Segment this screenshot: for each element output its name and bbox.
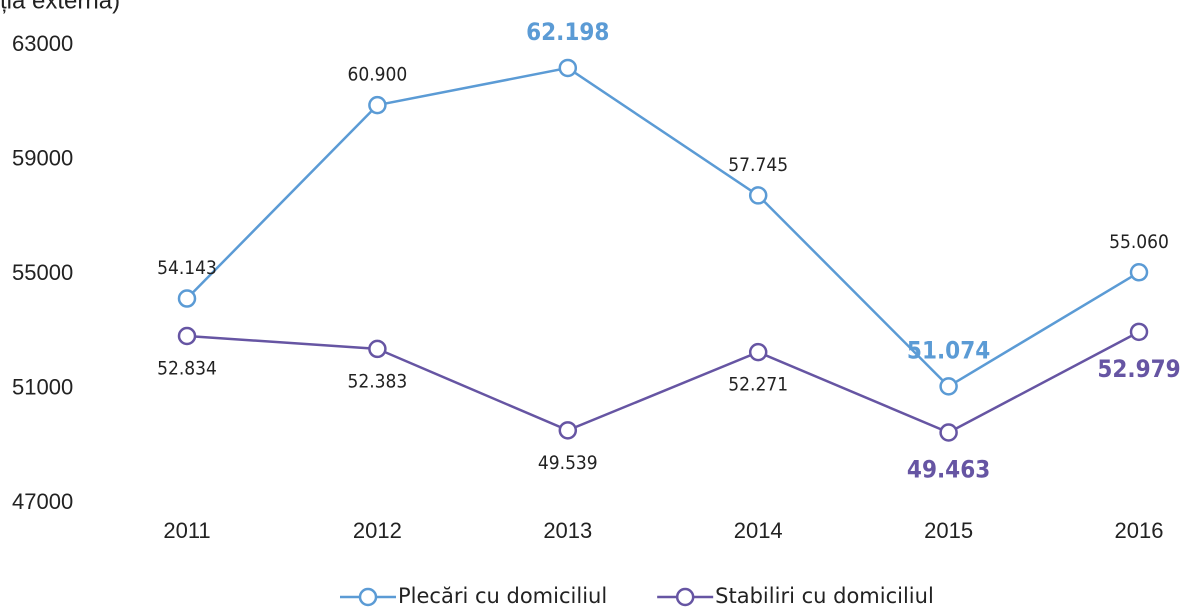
x-tick-label: 2015 (924, 518, 973, 543)
data-point (939, 423, 958, 442)
data-point (748, 342, 768, 362)
y-tick-label: 63000 (12, 31, 73, 56)
data-point (368, 339, 387, 359)
data-label: 55.060 (1109, 231, 1169, 253)
legend-marker (675, 587, 695, 607)
data-point (939, 377, 958, 396)
series-line (186, 330, 1140, 434)
chart-title: migrația externă) (0, 0, 120, 14)
x-tick-label: 2014 (734, 518, 783, 543)
legend-label: Plecări cu domiciliul (398, 584, 607, 608)
data-label: 52.383 (348, 370, 408, 392)
data-point (368, 95, 387, 115)
legend-marker (358, 587, 378, 607)
y-tick-label: 59000 (12, 145, 73, 170)
data-label: 51.074 (907, 336, 990, 364)
data-label: 62.198 (526, 18, 609, 46)
data-label: 60.900 (348, 64, 408, 86)
x-tick-label: 2013 (543, 518, 592, 543)
data-point (558, 421, 578, 440)
x-tick-label: 2012 (353, 518, 402, 543)
data-label: 57.745 (728, 154, 788, 176)
data-label: 52.271 (728, 374, 788, 396)
data-label: 49.463 (907, 455, 990, 483)
x-tick-label: 2016 (1115, 518, 1164, 543)
data-point (177, 289, 197, 308)
series-line (186, 66, 1140, 388)
data-point (1129, 263, 1149, 282)
y-tick-label: 47000 (12, 489, 73, 514)
data-point (177, 326, 197, 346)
data-label: 52.834 (157, 358, 217, 380)
legend-label: Stabiliri cu domiciliul (715, 584, 934, 608)
data-point (1129, 322, 1149, 342)
data-point (748, 186, 768, 205)
y-tick-label: 55000 (12, 260, 73, 285)
data-point (558, 58, 578, 78)
data-label: 49.539 (538, 452, 598, 474)
data-label: 54.143 (157, 257, 217, 279)
data-label: 52.979 (1097, 355, 1180, 383)
y-tick-label: 51000 (12, 374, 73, 399)
x-tick-label: 2011 (163, 518, 210, 543)
